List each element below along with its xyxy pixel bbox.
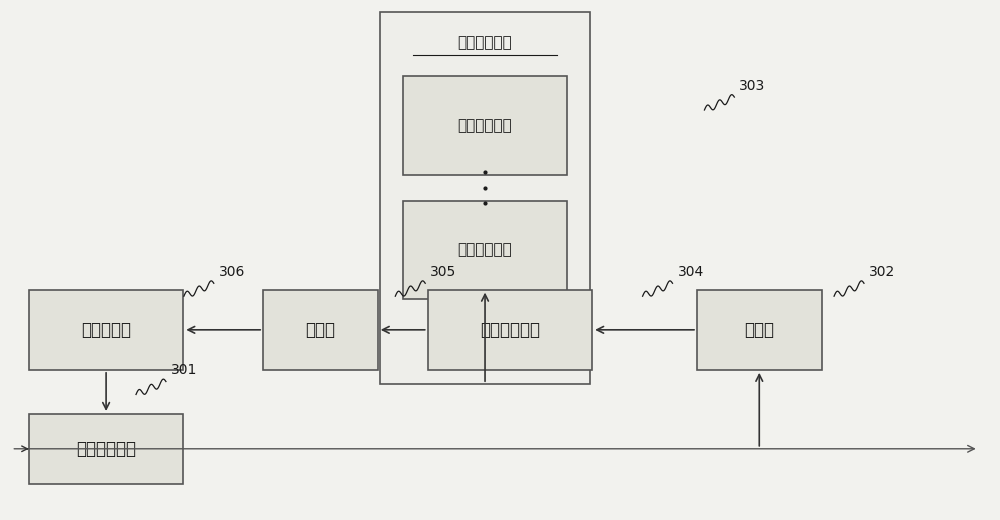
Text: 303: 303 — [739, 79, 766, 93]
Text: 参数选择模块: 参数选择模块 — [458, 35, 512, 50]
Text: 305: 305 — [430, 265, 456, 279]
Text: 306: 306 — [219, 265, 245, 279]
Text: 参数选择单元: 参数选择单元 — [458, 118, 512, 133]
Text: 滤波器: 滤波器 — [306, 321, 336, 339]
Bar — [380, 12, 590, 384]
Text: 302: 302 — [869, 265, 895, 279]
Text: 压控振荡器: 压控振荡器 — [81, 321, 131, 339]
Bar — [403, 76, 567, 175]
Text: 误差校正模块: 误差校正模块 — [76, 440, 136, 458]
Bar — [428, 290, 592, 370]
Text: 301: 301 — [171, 363, 197, 378]
Bar — [29, 290, 183, 370]
Bar — [697, 290, 822, 370]
Bar — [263, 290, 378, 370]
Text: 鉴相器: 鉴相器 — [744, 321, 774, 339]
Text: 参数选择单元: 参数选择单元 — [458, 242, 512, 257]
Bar — [29, 414, 183, 484]
Bar — [403, 201, 567, 299]
Text: 304: 304 — [678, 265, 704, 279]
Text: 延时调整模块: 延时调整模块 — [480, 321, 540, 339]
